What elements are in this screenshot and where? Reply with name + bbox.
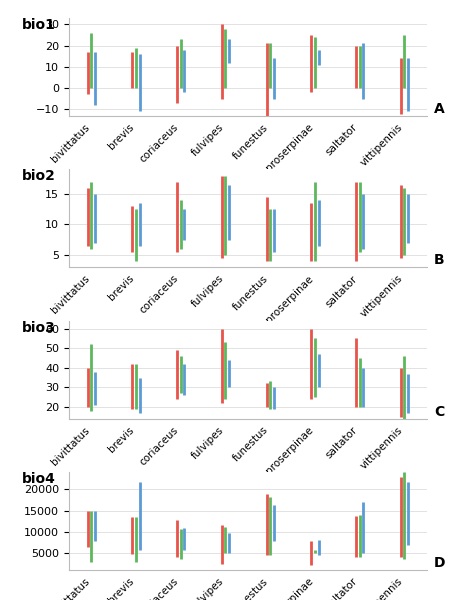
Text: bio4: bio4 — [22, 472, 56, 487]
Text: B: B — [434, 253, 445, 267]
Text: A: A — [434, 101, 445, 116]
Text: D: D — [434, 556, 446, 570]
Text: bio3: bio3 — [22, 321, 56, 335]
Text: bio1: bio1 — [22, 18, 56, 32]
Text: bio2: bio2 — [22, 169, 56, 184]
Text: C: C — [434, 404, 444, 419]
